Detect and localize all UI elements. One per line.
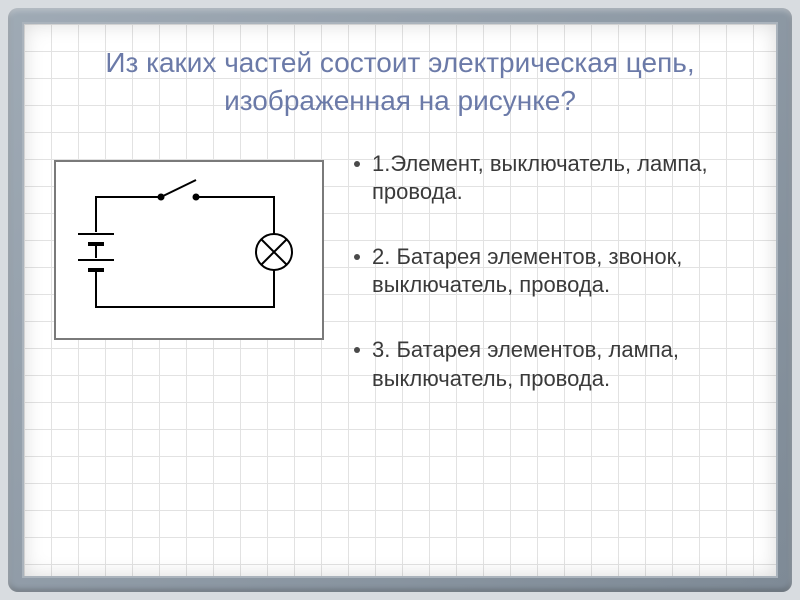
circuit-svg bbox=[56, 162, 326, 342]
slide-title: Из каких частей состоит электрическая це… bbox=[54, 44, 746, 120]
circuit-diagram bbox=[54, 160, 324, 340]
answer-option: 2. Батарея элементов, звонок, выключател… bbox=[354, 243, 746, 300]
bullet-icon bbox=[354, 347, 360, 353]
answer-text: 3. Батарея элементов, лампа, выключатель… bbox=[372, 336, 746, 393]
content-row: 1.Элемент, выключатель, лампа, провода. … bbox=[54, 150, 746, 430]
slide-frame: Из каких частей состоит электрическая це… bbox=[8, 8, 792, 592]
bullet-icon bbox=[354, 161, 360, 167]
answer-list: 1.Элемент, выключатель, лампа, провода. … bbox=[354, 150, 746, 430]
wire bbox=[96, 270, 274, 307]
answer-option: 3. Батарея элементов, лампа, выключатель… bbox=[354, 336, 746, 393]
wire bbox=[196, 197, 274, 234]
answer-text: 2. Батарея элементов, звонок, выключател… bbox=[372, 243, 746, 300]
answer-option: 1.Элемент, выключатель, лампа, провода. bbox=[354, 150, 746, 207]
whiteboard: Из каких частей состоит электрическая це… bbox=[22, 22, 778, 578]
wire bbox=[96, 197, 161, 232]
answer-text: 1.Элемент, выключатель, лампа, провода. bbox=[372, 150, 746, 207]
switch-arm-icon bbox=[161, 180, 196, 197]
bullet-icon bbox=[354, 254, 360, 260]
